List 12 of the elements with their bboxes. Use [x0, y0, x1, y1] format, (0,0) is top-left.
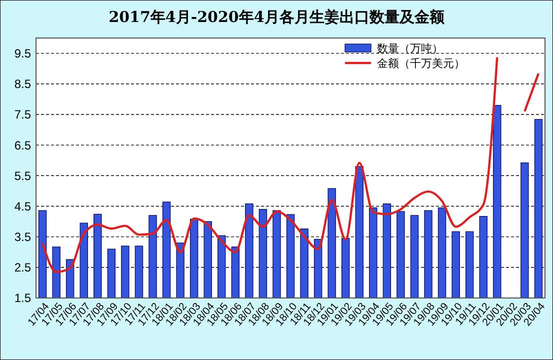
y-tick-label: 1.5 [14, 291, 32, 306]
chart-title: 2017年4月-2020年4月各月生姜出口数量及金额 [108, 8, 446, 26]
y-tick-label: 4.5 [14, 199, 32, 214]
legend-label: 数量（万吨） [377, 42, 443, 55]
y-tick-label: 2.5 [14, 260, 32, 275]
y-tick-label: 8.5 [14, 77, 32, 92]
y-tick-label: 5.5 [14, 168, 32, 183]
y-tick-label: 9.5 [14, 46, 32, 60]
y-tick-label: 7.5 [14, 108, 32, 122]
y-tick-label: 6.5 [14, 138, 32, 152]
y-tick-label: 3.5 [14, 230, 32, 244]
legend-label: 金额（千万美元） [377, 56, 465, 70]
